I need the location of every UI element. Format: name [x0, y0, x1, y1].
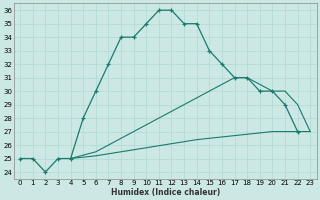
X-axis label: Humidex (Indice chaleur): Humidex (Indice chaleur) — [111, 188, 220, 197]
